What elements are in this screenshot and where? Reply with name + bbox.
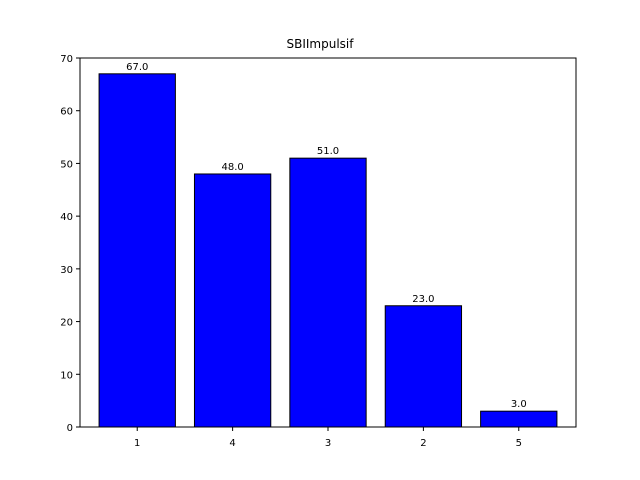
bar-5 <box>480 410 558 428</box>
data-label-4: 48.0 <box>221 162 243 173</box>
x-tick-label: 2 <box>420 438 426 449</box>
x-tick-label: 5 <box>516 438 522 449</box>
axes-layer: 0 10 20 30 40 50 60 70 1 4 3 2 5 <box>60 54 577 449</box>
x-tick-label: 1 <box>134 438 140 449</box>
bar-4 <box>193 173 272 428</box>
x-tick-label: 3 <box>325 438 331 449</box>
y-tick-label: 40 <box>60 212 73 223</box>
y-tick-label: 70 <box>60 54 73 65</box>
x-tick-label: 4 <box>229 438 235 449</box>
y-tick-label: 20 <box>60 318 73 329</box>
y-tick-label: 50 <box>60 159 73 170</box>
data-labels-layer: 67.0 48.0 51.0 23.0 3.0 <box>126 62 527 410</box>
bars-layer <box>98 73 558 428</box>
bar-1 <box>98 73 176 428</box>
data-label-2: 23.0 <box>412 294 434 305</box>
y-tick-label: 10 <box>60 370 73 381</box>
data-label-1: 67.0 <box>126 62 148 73</box>
y-tick-label: 0 <box>67 423 73 434</box>
bar-3 <box>289 157 367 428</box>
data-label-3: 51.0 <box>317 146 339 157</box>
data-label-5: 3.0 <box>511 399 527 410</box>
y-tick-label: 30 <box>60 265 73 276</box>
chart-title: SBIImpulsif <box>287 37 355 51</box>
bar-2 <box>384 305 463 428</box>
y-tick-label: 60 <box>60 107 73 118</box>
